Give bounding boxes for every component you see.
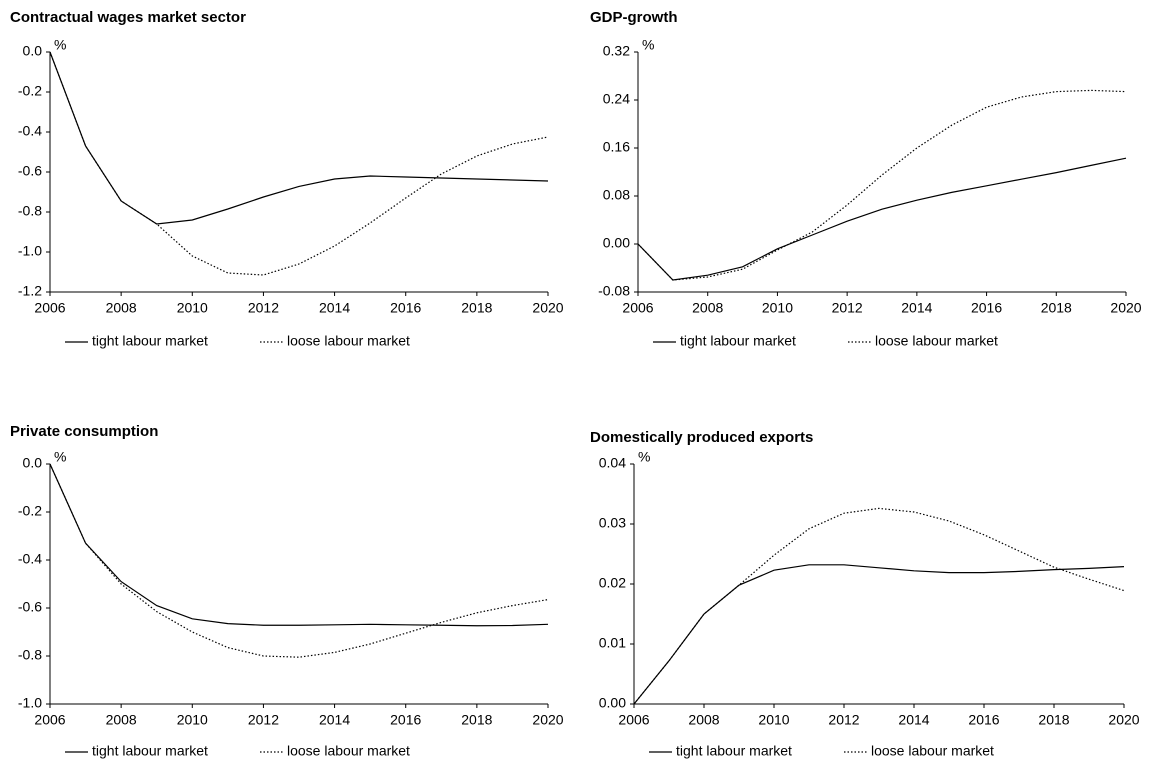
y-axis-label: % [638,449,650,465]
legend-label: loose labour market [287,333,410,349]
y-tick-label: -0.4 [18,123,42,139]
series-line [49,463,549,658]
legend-label: loose labour market [871,743,994,759]
legend-label: tight labour market [676,743,792,759]
y-tick-label: 0.02 [599,575,626,591]
x-tick-label: 2016 [390,712,421,728]
x-tick-label: 2018 [1038,712,1069,728]
y-tick-label: -0.2 [18,503,42,519]
x-tick-label: 2020 [1110,300,1141,316]
x-tick-label: 2020 [532,300,563,316]
y-tick-label: 0.00 [599,695,626,711]
legend-label: tight labour market [680,333,796,349]
chart-title: Domestically produced exports [590,429,813,446]
series-line [633,564,1125,705]
y-axis-label: % [642,37,654,53]
y-tick-label: 0.01 [599,635,626,651]
y-axis-label: % [54,449,66,465]
x-tick-label: 2014 [901,300,932,316]
x-tick-label: 2012 [832,300,863,316]
y-tick-label: -1.0 [18,695,42,711]
x-tick-label: 2010 [762,300,793,316]
y-tick-label: -0.6 [18,599,42,615]
chart-title: Contractual wages market sector [10,9,246,26]
x-tick-label: 2010 [177,300,208,316]
y-tick-label: -0.4 [18,551,42,567]
x-tick-label: 2008 [688,712,719,728]
y-tick-label: 0.0 [23,43,43,59]
x-tick-label: 2020 [1108,712,1139,728]
y-tick-label: 0.04 [599,455,626,471]
series-line [49,51,549,225]
x-tick-label: 2006 [34,712,65,728]
y-tick-label: 0.0 [23,455,43,471]
x-tick-label: 2010 [177,712,208,728]
x-tick-label: 2018 [461,712,492,728]
y-tick-label: -1.0 [18,243,42,259]
series-line [637,157,1127,281]
x-tick-label: 2016 [968,712,999,728]
series-line [633,507,1125,705]
series-line [49,51,549,276]
y-tick-label: 0.16 [603,139,630,155]
y-axis-label: % [54,37,66,53]
x-tick-label: 2008 [106,300,137,316]
y-tick-label: -0.8 [18,647,42,663]
x-tick-label: 2018 [1041,300,1072,316]
x-tick-label: 2008 [106,712,137,728]
series-line [637,89,1127,281]
legend-label: tight labour market [92,333,208,349]
y-tick-label: -0.6 [18,163,42,179]
y-tick-label: 0.00 [603,235,630,251]
y-tick-label: 0.03 [599,515,626,531]
y-tick-label: 0.08 [603,187,630,203]
x-tick-label: 2016 [971,300,1002,316]
y-tick-label: -0.08 [598,283,630,299]
series-line [49,463,549,627]
y-tick-label: 0.24 [603,91,630,107]
y-tick-label: -0.2 [18,83,42,99]
x-tick-label: 2016 [390,300,421,316]
x-tick-label: 2012 [248,300,279,316]
legend-label: loose labour market [287,743,410,759]
x-tick-label: 2006 [622,300,653,316]
x-tick-label: 2006 [34,300,65,316]
x-tick-label: 2014 [319,300,350,316]
x-tick-label: 2020 [532,712,563,728]
chart-title: Private consumption [10,423,158,440]
legend-label: tight labour market [92,743,208,759]
x-tick-label: 2008 [692,300,723,316]
x-tick-label: 2014 [319,712,350,728]
x-tick-label: 2006 [618,712,649,728]
legend-label: loose labour market [875,333,998,349]
x-tick-label: 2018 [461,300,492,316]
chart-title: GDP-growth [590,9,678,26]
x-tick-label: 2014 [898,712,929,728]
y-tick-label: -1.2 [18,283,42,299]
x-tick-label: 2012 [828,712,859,728]
x-tick-label: 2010 [758,712,789,728]
x-tick-label: 2012 [248,712,279,728]
y-tick-label: 0.32 [603,43,630,59]
y-tick-label: -0.8 [18,203,42,219]
